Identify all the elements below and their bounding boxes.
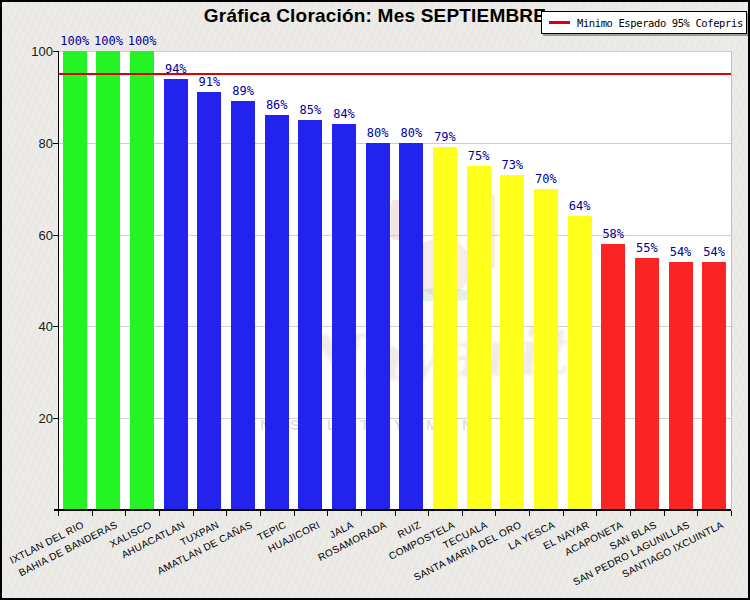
bar (635, 258, 659, 510)
x-tick-mark (697, 511, 698, 516)
bar (96, 51, 120, 510)
bar (164, 79, 188, 510)
y-gridline (58, 418, 731, 419)
legend-label: Minimo Esperado 95% Cofepris (577, 17, 743, 29)
bar-value-label: 94% (146, 62, 206, 76)
bar (265, 115, 289, 510)
x-tick-mark (462, 511, 463, 516)
bar-value-label: 79% (415, 130, 475, 144)
bar (130, 51, 154, 510)
x-axis-line (54, 509, 731, 511)
bar (500, 175, 524, 510)
bar-value-label: 58% (583, 227, 643, 241)
bar (433, 147, 457, 510)
x-tick-mark (529, 511, 530, 516)
y-gridline (58, 51, 731, 52)
x-tick-mark (361, 511, 362, 516)
x-tick-mark (596, 511, 597, 516)
legend-box: Minimo Esperado 95% Cofepris (541, 11, 747, 34)
y-axis-tick-label: 40 (3, 319, 53, 334)
x-tick-mark (395, 511, 396, 516)
x-tick-mark (226, 511, 227, 516)
x-tick-mark (664, 511, 665, 516)
bar (231, 101, 255, 510)
bar-value-label: 70% (516, 172, 576, 186)
bar (63, 51, 87, 510)
bar-value-label: 84% (314, 107, 374, 121)
x-tick-mark (428, 511, 429, 516)
bar (197, 92, 221, 510)
x-tick-mark (630, 511, 631, 516)
threshold-line-icon (549, 21, 570, 24)
y-axis-tick-label: 60 (3, 228, 53, 243)
x-tick-mark (294, 511, 295, 516)
x-tick-mark (731, 511, 732, 516)
y-axis-line (58, 51, 59, 516)
bar (332, 124, 356, 510)
bar (366, 143, 390, 510)
chlorination-chart-figure: Gráfica Cloración: Mes SEPTIEMBRE Minimo… (0, 0, 750, 600)
bar-value-label: 89% (213, 84, 273, 98)
bar (702, 262, 726, 510)
y-gridline (58, 326, 731, 327)
plot-area (58, 51, 732, 511)
bar (467, 166, 491, 510)
bar (601, 244, 625, 510)
bar (298, 120, 322, 510)
bar-value-label: 100% (112, 34, 172, 48)
x-tick-mark (327, 511, 328, 516)
x-tick-mark (563, 511, 564, 516)
bar-value-label: 54% (684, 245, 744, 259)
bar-value-label: 73% (482, 158, 542, 172)
y-gridline (58, 143, 731, 144)
bar (568, 216, 592, 510)
x-tick-mark (495, 511, 496, 516)
x-tick-mark (92, 511, 93, 516)
x-tick-mark (193, 511, 194, 516)
y-axis-tick-label: 20 (3, 411, 53, 426)
x-tick-mark (125, 511, 126, 516)
bar (534, 189, 558, 510)
x-tick-mark (159, 511, 160, 516)
bar-value-label: 64% (550, 199, 610, 213)
bar (399, 143, 423, 510)
bar (669, 262, 693, 510)
y-axis-tick-label: 80 (3, 136, 53, 151)
x-tick-mark (260, 511, 261, 516)
